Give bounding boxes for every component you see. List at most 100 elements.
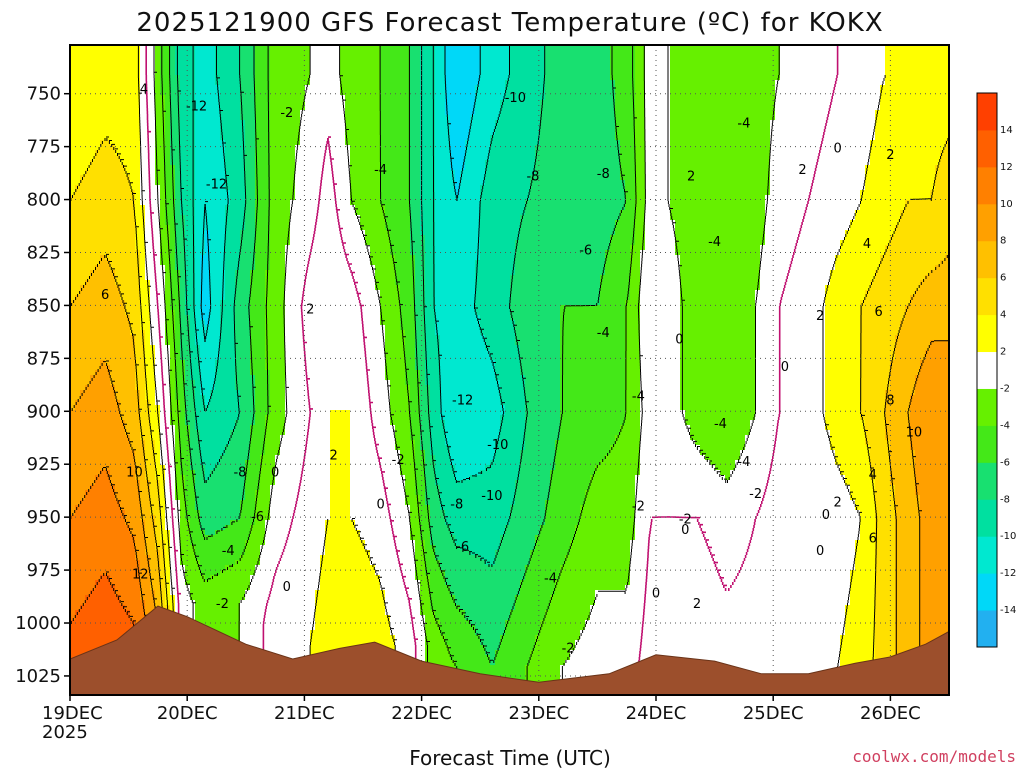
isotherm--4	[161, 45, 637, 695]
temp-cell	[250, 375, 256, 426]
isotherm--8	[176, 45, 546, 567]
temp-cell	[285, 45, 291, 246]
temp-cell	[690, 45, 696, 441]
temp-cell	[865, 290, 871, 446]
x-tick-label: 22DEC	[391, 703, 452, 724]
temp-cell	[105, 45, 111, 141]
temp-cell	[655, 45, 661, 695]
y-axis: 750 775 800 825 850 875 900 925 950 975 1000 1025	[15, 84, 70, 687]
temp-cell	[910, 295, 916, 396]
contour-labels: 4-12 -2-10-40 2-12-4 -8 -8 2 24-46-62 2 60-40-12…	[101, 82, 923, 656]
temp-cell	[430, 545, 436, 611]
temp-cell	[105, 470, 111, 576]
colorbar-swatch	[977, 388, 997, 426]
temp-cell	[95, 45, 101, 151]
temp-cell	[80, 285, 86, 391]
temp-cell	[610, 590, 616, 695]
temp-cell	[85, 280, 91, 386]
temp-cell	[930, 270, 936, 341]
temp-cell	[625, 300, 631, 586]
contour-label: 6	[101, 288, 109, 303]
temp-cell	[480, 185, 486, 336]
colorbar-swatch	[977, 314, 997, 353]
y-tick-label: 900	[27, 401, 61, 422]
temp-cell	[340, 95, 346, 411]
temp-cell	[710, 465, 716, 695]
temp-cell	[575, 525, 581, 641]
temp-cell	[80, 175, 86, 286]
temp-cell	[225, 525, 231, 566]
temp-cell	[475, 555, 481, 636]
temp-cell	[905, 305, 911, 695]
temp-cell	[365, 245, 371, 551]
temp-cell	[750, 45, 756, 421]
temp-cell	[475, 85, 481, 261]
temp-cell	[180, 215, 186, 361]
temp-cell	[880, 85, 886, 256]
temp-cell	[265, 270, 271, 371]
colorbar: -14 -12 -10 -8 -6 -4 -2 2 4 6 8 10 12 14	[976, 92, 1016, 648]
temp-cell	[245, 540, 251, 591]
temp-cell	[880, 45, 886, 86]
colorbar-label: -6	[1000, 457, 1010, 468]
temp-cell	[115, 285, 121, 401]
temp-cell	[185, 425, 191, 521]
contour-label: 0	[822, 508, 830, 523]
temp-cell	[565, 305, 571, 556]
temp-cell	[230, 520, 236, 566]
temp-cell	[375, 575, 381, 695]
temp-cell	[550, 45, 556, 471]
temp-cell	[860, 45, 866, 191]
temp-cell	[335, 410, 341, 695]
temp-cell	[735, 45, 741, 461]
temp-cell	[480, 560, 486, 646]
temp-cell	[535, 45, 541, 146]
temp-cell	[510, 505, 516, 611]
temp-cell	[85, 490, 91, 596]
temp-cell	[220, 45, 226, 141]
contour-label: -10	[481, 489, 502, 504]
temp-cell	[505, 80, 511, 526]
temp-cell	[130, 45, 136, 191]
temp-cell	[435, 45, 441, 336]
temp-cell	[855, 45, 861, 211]
temp-cell	[235, 420, 241, 521]
temp-cell	[395, 450, 401, 695]
temp-cell	[585, 490, 591, 621]
temp-cell	[830, 450, 836, 695]
credit-link[interactable]: coolwx.com/models	[852, 747, 1016, 766]
contour-label: 4	[869, 468, 877, 483]
contour-label: 10	[906, 425, 923, 440]
temp-cell	[490, 360, 496, 461]
temp-cell	[500, 45, 506, 101]
temp-cell	[580, 305, 586, 506]
temp-cell	[385, 230, 391, 381]
temp-cell	[660, 45, 666, 695]
contour-label: 0	[675, 332, 683, 347]
temp-cell	[860, 190, 866, 301]
temp-cell	[560, 565, 566, 666]
temp-cell	[145, 555, 151, 636]
temp-cell	[495, 440, 501, 551]
contour-label: -4	[222, 544, 235, 559]
temp-cell	[580, 630, 586, 695]
temp-cell	[195, 345, 201, 431]
temp-cell	[410, 45, 416, 256]
temp-cell	[425, 385, 431, 506]
temp-cell	[325, 45, 331, 521]
temp-cell	[355, 530, 361, 695]
temp-cell	[520, 375, 526, 451]
temp-cell	[920, 45, 926, 201]
temp-cell	[395, 285, 401, 451]
temp-cell	[890, 45, 896, 236]
temp-cell	[495, 45, 501, 121]
temp-cell	[755, 290, 761, 695]
temp-cell	[100, 470, 106, 576]
temp-cell	[850, 570, 856, 695]
temp-cell	[450, 45, 456, 171]
temp-cell	[525, 665, 531, 695]
x-tick-label: 20DEC	[157, 703, 218, 724]
temp-cell	[465, 140, 471, 481]
temp-cell	[205, 535, 211, 581]
temp-cell	[445, 445, 451, 526]
